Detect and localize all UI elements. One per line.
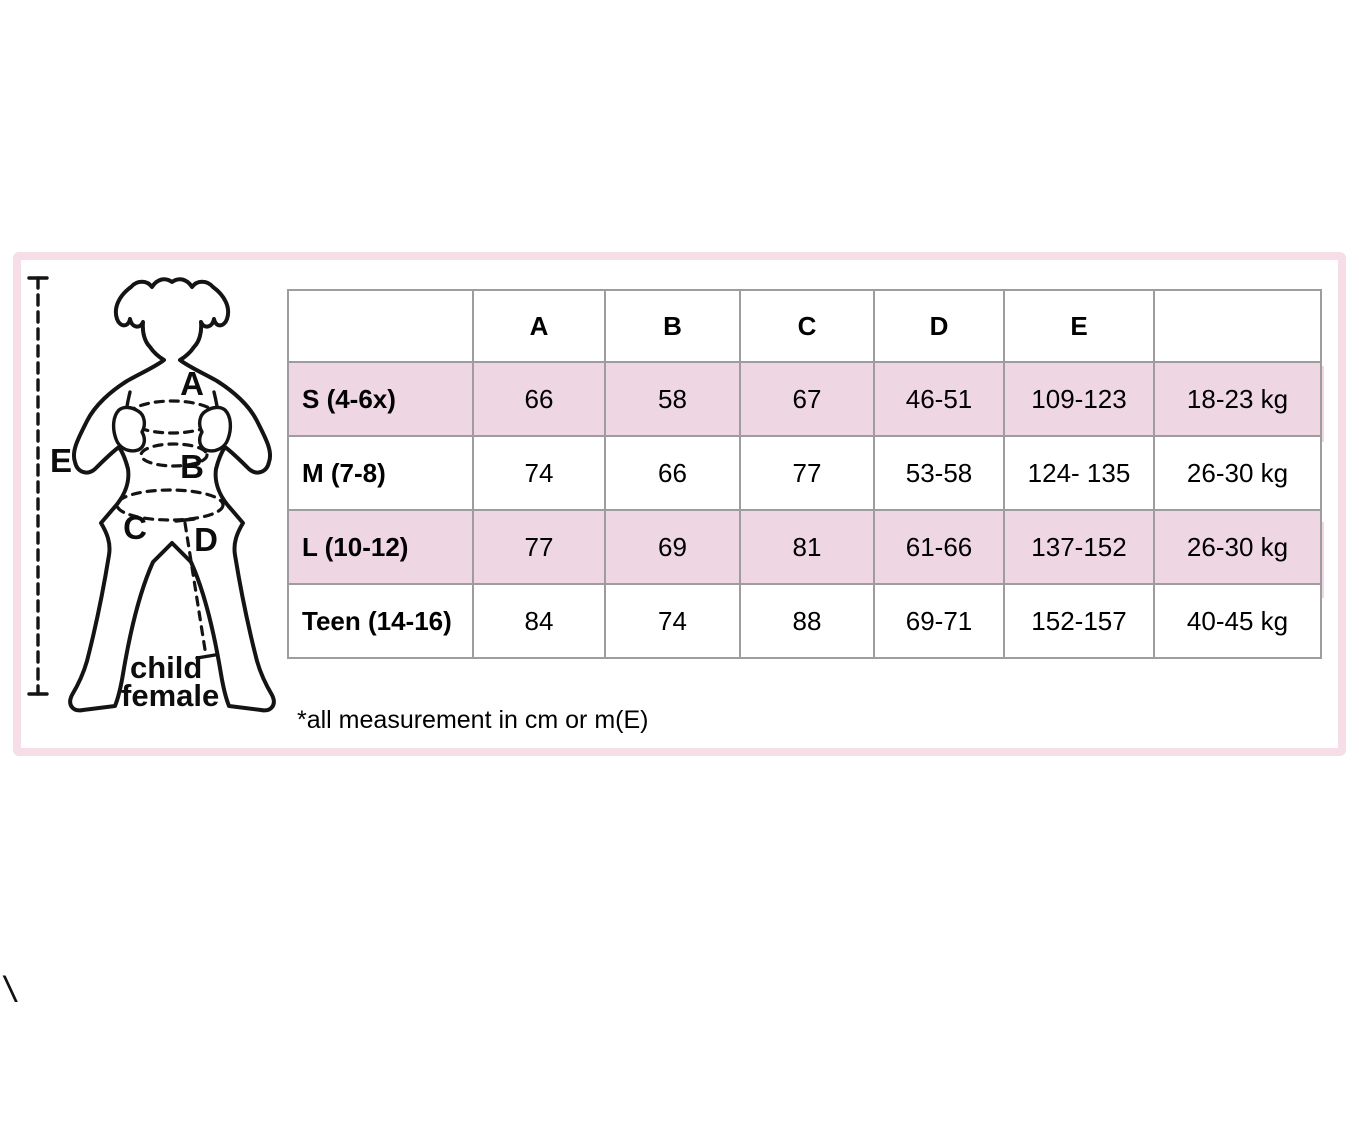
- cell-c: 67: [739, 361, 875, 437]
- size-chart: A B C D E S (4-6x) 66 58 67 46-51: [287, 289, 1332, 709]
- cell-d: 46-51: [873, 361, 1005, 437]
- size-row-l: L (10-12) 77 69 81 61-66 137-152 26-30 k…: [287, 509, 1322, 585]
- measure-label-d: D: [194, 521, 218, 558]
- measure-label-e: E: [50, 442, 72, 479]
- col-header-d: D: [873, 289, 1005, 363]
- stray-backslash-text: \: [1, 969, 21, 1007]
- cell-weight: 26-30 kg: [1153, 509, 1322, 585]
- cell-weight: 40-45 kg: [1153, 583, 1322, 659]
- size-row-m: M (7-8) 74 66 77 53-58 124- 135 26-30 kg: [287, 435, 1322, 511]
- size-guide-panel: A B C D E child female: [13, 252, 1346, 756]
- figure-caption-line2: female: [121, 678, 219, 713]
- measure-label-c: C: [123, 509, 147, 546]
- waist-measure-ellipse: [139, 442, 209, 468]
- cell-d: 53-58: [873, 435, 1005, 511]
- figure-left-hand: [111, 405, 147, 453]
- header-row: A B C D E: [287, 289, 1322, 363]
- cell-e: 137-152: [1003, 509, 1155, 585]
- cell-b: 69: [604, 509, 741, 585]
- cell-a: 77: [472, 509, 606, 585]
- cell-b: 58: [604, 361, 741, 437]
- cell-a: 66: [472, 361, 606, 437]
- row-label: Teen (14-16): [287, 583, 474, 659]
- child-female-figure-illustration: A B C D E child female: [27, 276, 276, 713]
- cell-a: 84: [472, 583, 606, 659]
- row-label: L (10-12): [287, 509, 474, 585]
- cell-d: 69-71: [873, 583, 1005, 659]
- cell-weight: 26-30 kg: [1153, 435, 1322, 511]
- cell-e: 109-123: [1003, 361, 1155, 437]
- col-header-blank: [287, 289, 474, 363]
- cell-b: 74: [604, 583, 741, 659]
- cell-weight: 18-23 kg: [1153, 361, 1322, 437]
- row-label: M (7-8): [287, 435, 474, 511]
- cell-e: 124- 135: [1003, 435, 1155, 511]
- col-header-c: C: [739, 289, 875, 363]
- cell-e: 152-157: [1003, 583, 1155, 659]
- size-row-s: S (4-6x) 66 58 67 46-51 109-123 18-23 kg: [287, 361, 1322, 437]
- col-header-a: A: [472, 289, 606, 363]
- col-header-e: E: [1003, 289, 1155, 363]
- inseam-measure-cap-top: [174, 517, 196, 523]
- measure-label-a: A: [180, 365, 204, 402]
- cell-c: 77: [739, 435, 875, 511]
- row-label: S (4-6x): [287, 361, 474, 437]
- measurement-footnote: *all measurement in cm or m(E): [297, 706, 649, 734]
- cell-c: 88: [739, 583, 875, 659]
- measure-label-b: B: [180, 448, 204, 485]
- inseam-measure-line: [183, 521, 208, 658]
- size-chart-table: A B C D E S (4-6x) 66 58 67 46-51: [287, 289, 1322, 659]
- cell-b: 66: [604, 435, 741, 511]
- cell-d: 61-66: [873, 509, 1005, 585]
- size-row-teen: Teen (14-16) 84 74 88 69-71 152-157 40-4…: [287, 583, 1322, 659]
- hip-measure-ellipse: [115, 488, 225, 522]
- figure-right-hand: [197, 405, 233, 453]
- cell-c: 81: [739, 509, 875, 585]
- col-header-weight: [1153, 289, 1322, 363]
- cell-a: 74: [472, 435, 606, 511]
- figure-caption-line1: child: [130, 650, 202, 685]
- figure-body-outline: [68, 277, 276, 713]
- col-header-b: B: [604, 289, 741, 363]
- inseam-measure-cap-bottom: [195, 653, 217, 660]
